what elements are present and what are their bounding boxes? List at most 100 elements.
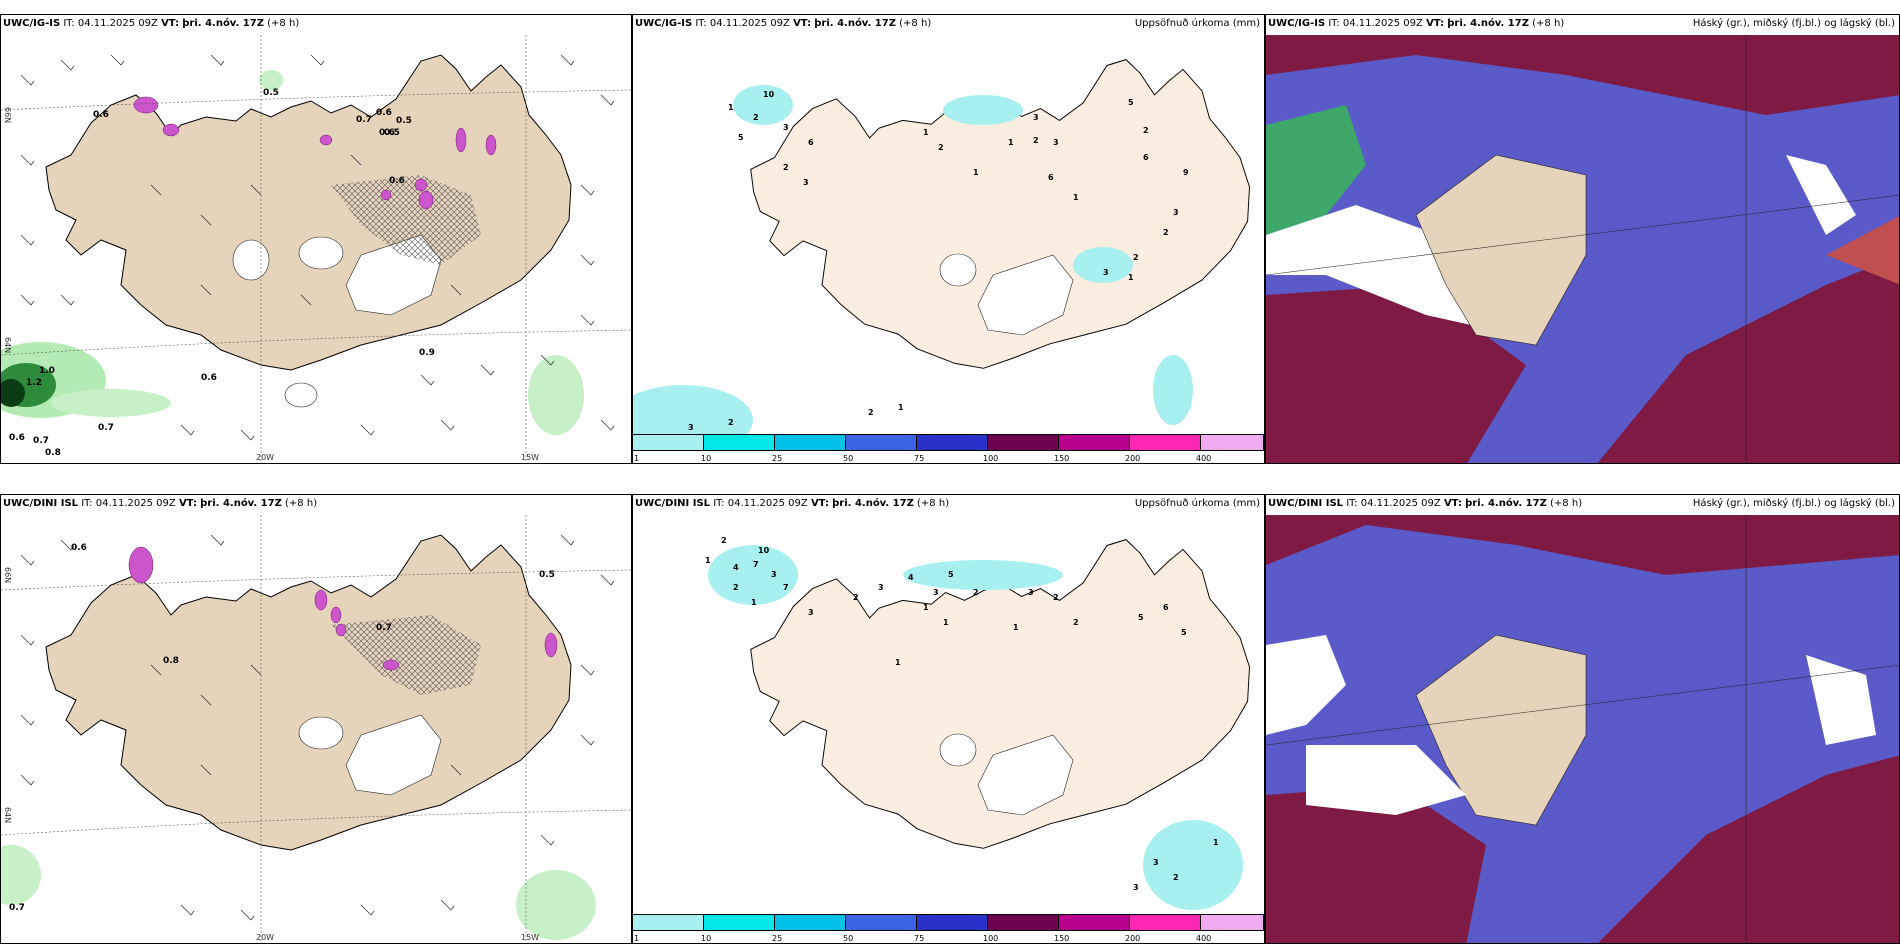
panel-header: UWC/DINI ISL IT: 04.11.2025 09Z VT: þri.… [1266,495,1899,515]
lat-label: 64N [3,337,12,354]
svg-text:3: 3 [1133,883,1139,892]
panel-header: UWC/IG-IS IT: 04.11.2025 09Z VT: þri. 4.… [1266,15,1899,35]
colorbar-tick: 50 [843,934,854,943]
colorbar-tick: 10 [701,934,712,943]
colorbar-swatch [917,434,988,451]
svg-text:0.7: 0.7 [9,903,25,913]
wind-label: 0.6 [93,110,109,120]
colorbar-tick: 50 [843,454,854,463]
svg-text:2: 2 [1053,593,1059,602]
colorbar-swatch [846,914,917,931]
svg-text:2: 2 [783,163,789,172]
cloud-panel-bottom: UWC/DINI ISL IT: 04.11.2025 09Z VT: þri.… [1265,494,1900,944]
precip-panel-top: UWC/IG-IS IT: 04.11.2025 09Z VT: þri. 4.… [632,14,1265,464]
svg-text:1: 1 [705,556,711,565]
svg-text:3: 3 [803,178,809,187]
panel-header: UWC/DINI ISL IT: 04.11.2025 09Z VT: þri.… [1,495,631,515]
svg-text:1: 1 [973,168,979,177]
cloud-panel-top: UWC/IG-IS IT: 04.11.2025 09Z VT: þri. 4.… [1265,14,1900,464]
colorbar-swatch [1201,914,1264,931]
svg-text:0.8: 0.8 [163,656,179,666]
svg-text:2: 2 [1143,126,1149,135]
colorbar-tick: 150 [1054,934,1070,943]
svg-text:1: 1 [923,128,929,137]
colorbar-swatch [988,914,1059,931]
colorbar-tick: 400 [1196,934,1212,943]
svg-text:3: 3 [688,423,694,432]
svg-text:9: 9 [1183,168,1189,177]
colorbar-tick: 1 [634,934,640,943]
svg-text:2: 2 [938,143,944,152]
svg-text:3: 3 [1173,208,1179,217]
svg-text:2: 2 [1033,136,1039,145]
cloud-map [1266,515,1899,943]
colorbar-swatch [1130,434,1201,451]
colorbar-swatch [704,434,775,451]
svg-text:10: 10 [758,546,770,555]
svg-text:1: 1 [1213,838,1219,847]
svg-text:2: 2 [721,536,727,545]
colorbar-swatch [1059,914,1130,931]
svg-text:5: 5 [948,570,954,579]
svg-text:1: 1 [898,403,904,412]
svg-text:6: 6 [1163,603,1169,612]
svg-text:1: 1 [728,103,734,112]
svg-text:1.2: 1.2 [26,378,42,388]
svg-text:5: 5 [738,133,744,142]
colorbar-swatch [1130,914,1201,931]
svg-text:0.8: 0.8 [45,448,61,458]
colorbar-swatch [1059,434,1130,451]
svg-text:7: 7 [753,560,759,569]
svg-text:2: 2 [1173,873,1179,882]
svg-text:1: 1 [1073,193,1079,202]
svg-text:0.9: 0.9 [419,348,435,358]
colorbar-swatch [1201,434,1264,451]
svg-text:0.6: 0.6 [9,433,25,443]
lon-label: 20W [256,453,275,462]
svg-text:7: 7 [783,583,789,592]
svg-text:2: 2 [868,408,874,417]
svg-text:3: 3 [1033,113,1039,122]
colorbar-tick: 10 [701,454,712,463]
svg-text:2: 2 [733,583,739,592]
colorbar-swatch [704,914,775,931]
panel-header: UWC/DINI ISL IT: 04.11.2025 09Z VT: þri.… [633,495,1264,515]
colorbar-swatch [917,914,988,931]
svg-text:1.0: 1.0 [39,366,55,376]
colorbar-swatch [775,914,846,931]
svg-text:1: 1 [895,658,901,667]
svg-text:2: 2 [1073,618,1079,627]
panel-header: UWC/IG-IS IT: 04.11.2025 09Z VT: þri. 4.… [633,15,1264,35]
panel-header: UWC/IG-IS IT: 04.11.2025 09Z VT: þri. 4.… [1,15,631,35]
svg-text:5: 5 [1138,613,1144,622]
svg-text:1: 1 [1013,623,1019,632]
svg-text:0.6: 0.6 [376,108,392,118]
precip-panel-bottom: UWC/DINI ISL IT: 04.11.2025 09Z VT: þri.… [632,494,1265,944]
colorbar: 1 10 25 50 75 100 150 200 400 [633,432,1264,463]
svg-text:5: 5 [1181,628,1187,637]
svg-text:4: 4 [908,573,914,582]
lat-label: 66N [3,567,12,584]
svg-text:0.5: 0.5 [396,116,412,126]
lon-label: 15W [521,453,540,462]
svg-text:6: 6 [1048,173,1054,182]
colorbar-tick: 200 [1125,934,1141,943]
svg-text:0.7: 0.7 [356,115,372,125]
wind-map: 0.6 0.5 0.7 0.6 0.5 0.6 0.6 1.0 1.2 0.6 … [1,35,631,463]
colorbar-tick: 100 [983,454,999,463]
colorbar-tick: 25 [772,934,783,943]
svg-text:1: 1 [1008,138,1014,147]
svg-text:0.7: 0.7 [98,423,114,433]
wind-panel-bottom: UWC/DINI ISL IT: 04.11.2025 09Z VT: þri.… [0,494,632,944]
colorbar-tick: 25 [772,454,783,463]
colorbar-tick: 400 [1196,454,1212,463]
wind-map: 0.6 0.5 0.8 0.7 0.7 [1,515,631,943]
svg-text:3: 3 [1103,268,1109,277]
colorbar-tick: 1 [634,454,640,463]
svg-text:3: 3 [808,608,814,617]
svg-text:3: 3 [1028,588,1034,597]
lat-label: 66N [3,107,12,124]
svg-text:2: 2 [973,588,979,597]
svg-text:2: 2 [728,418,734,427]
svg-text:3: 3 [1053,138,1059,147]
